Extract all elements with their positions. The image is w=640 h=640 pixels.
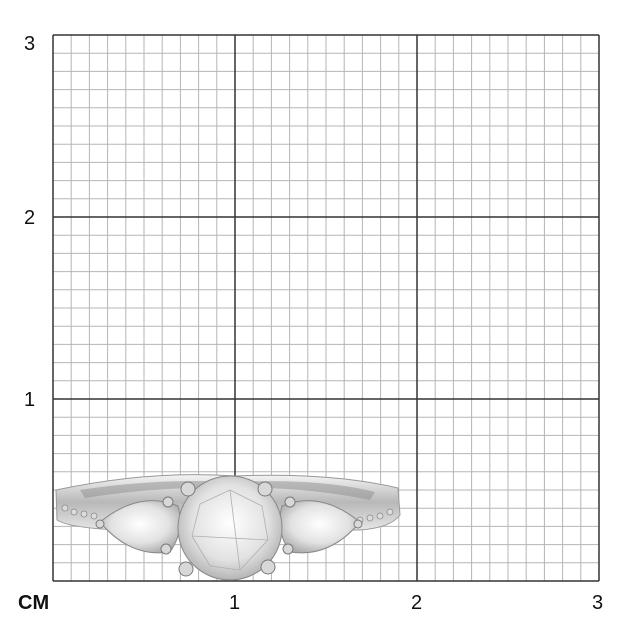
x-tick-3: 3 (592, 592, 604, 614)
x-tick-1: 1 (229, 592, 241, 614)
y-tick-3: 3 (24, 33, 36, 55)
y-tick-1: 1 (24, 389, 36, 411)
x-tick-2: 2 (411, 592, 423, 614)
unit-label: CM (18, 592, 50, 614)
y-tick-2: 2 (24, 207, 36, 229)
